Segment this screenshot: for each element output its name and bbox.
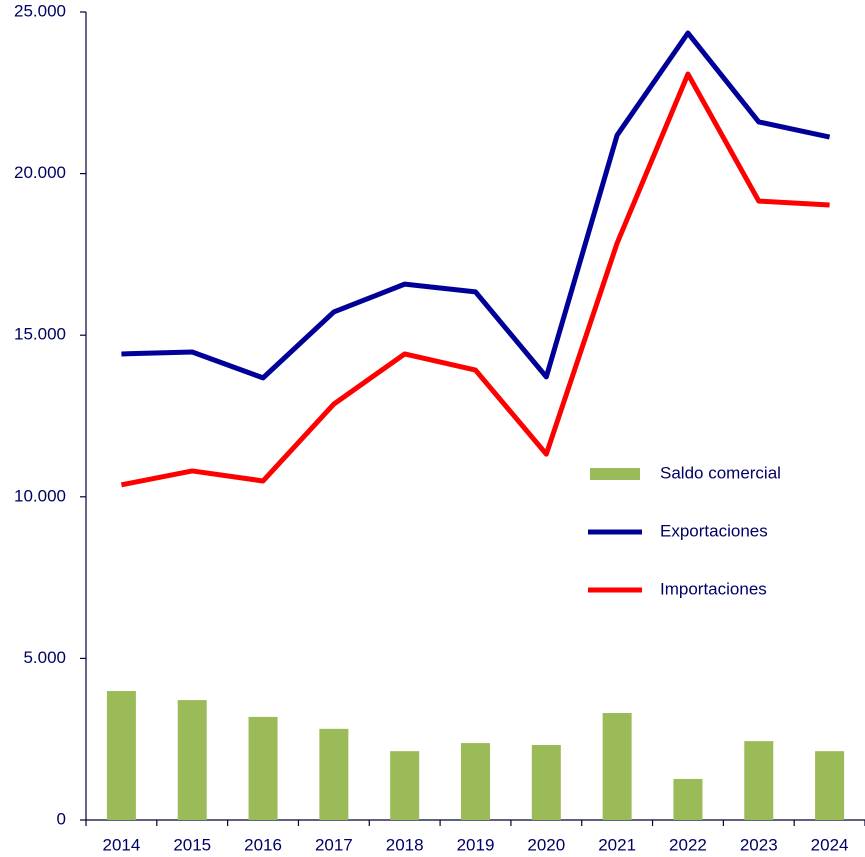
y-tick-label: 20.000 xyxy=(14,163,66,182)
legend-swatch xyxy=(590,468,640,480)
x-tick-label: 2019 xyxy=(457,835,495,854)
x-tick-label: 2014 xyxy=(102,835,140,854)
bar xyxy=(461,743,490,820)
x-tick-label: 2017 xyxy=(315,835,353,854)
bar xyxy=(319,728,349,820)
line xyxy=(121,30,831,381)
bar xyxy=(177,700,207,820)
line xyxy=(120,71,830,488)
bar xyxy=(815,751,845,820)
legend-label: Exportaciones xyxy=(660,521,768,540)
bar xyxy=(248,716,278,820)
bar xyxy=(390,751,420,820)
legend-label: Importaciones xyxy=(660,579,767,598)
x-tick-label: 2018 xyxy=(386,835,424,854)
y-tick-label: 10.000 xyxy=(14,486,66,505)
x-tick-label: 2023 xyxy=(740,835,778,854)
bar xyxy=(531,745,561,820)
legend-label: Saldo comercial xyxy=(660,463,781,482)
y-tick-label: 25.000 xyxy=(14,1,66,20)
y-tick-label: 15.000 xyxy=(14,325,66,344)
bar xyxy=(744,741,774,820)
y-tick-label: 0 xyxy=(57,809,66,828)
bar xyxy=(673,778,703,820)
x-tick-label: 2020 xyxy=(527,835,565,854)
y-tick-label: 5.000 xyxy=(23,648,66,667)
bar xyxy=(106,691,136,820)
x-tick-label: 2015 xyxy=(173,835,211,854)
x-tick-label: 2022 xyxy=(669,835,707,854)
bar xyxy=(602,713,632,820)
x-tick-label: 2021 xyxy=(598,835,636,854)
x-tick-label: 2016 xyxy=(244,835,282,854)
x-tick-label: 2024 xyxy=(811,835,849,854)
